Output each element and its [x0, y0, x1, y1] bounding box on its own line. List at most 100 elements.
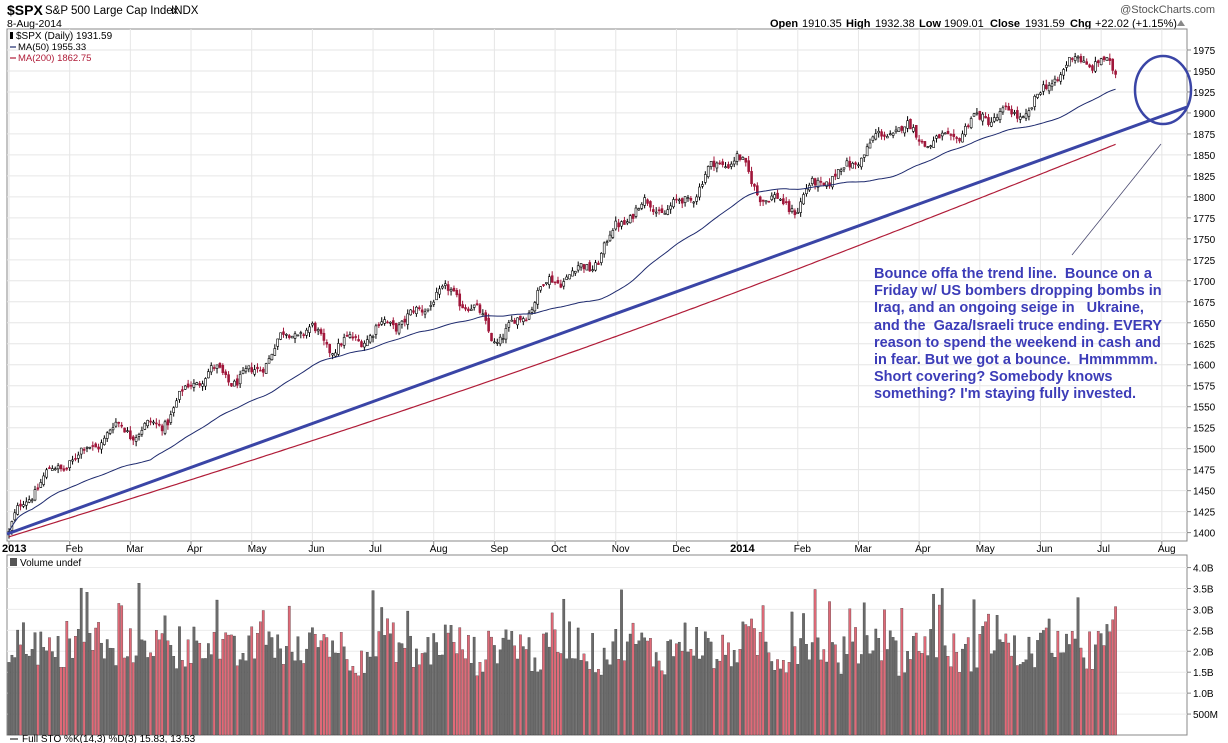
volume-bar	[819, 659, 823, 736]
volume-bar	[192, 626, 196, 736]
volume-bar	[984, 621, 987, 736]
volume-bar	[602, 647, 606, 736]
ohlc-readout: Open 1910.35 High 1932.38 Low 1909.01 Cl…	[770, 18, 1185, 30]
volume-bar	[810, 642, 814, 736]
candle-body	[253, 369, 256, 375]
scroll-up-icon[interactable]	[1177, 20, 1185, 26]
volume-bar	[131, 662, 135, 736]
volume-bar	[909, 659, 912, 736]
volume-bar	[747, 626, 751, 736]
volume-bar	[365, 652, 369, 736]
month-tick-label: 2013	[2, 543, 26, 555]
candle-body	[611, 230, 615, 238]
candle-body	[975, 112, 979, 115]
volume-bar	[519, 634, 522, 736]
candle-body	[77, 454, 80, 459]
candle-body	[27, 499, 31, 503]
candle-body	[140, 430, 144, 435]
candle-body	[533, 302, 537, 312]
price-tick-label: 1675	[1193, 298, 1216, 309]
volume-bar	[247, 635, 251, 736]
volume-bar	[391, 622, 395, 736]
volume-bar	[550, 612, 554, 736]
candle-body	[579, 263, 583, 268]
month-tick-label: Jun	[1036, 544, 1052, 555]
volume-bar	[455, 653, 459, 736]
candle-body	[727, 164, 730, 169]
candle-body	[137, 434, 141, 437]
volume-bar	[337, 652, 340, 736]
candle-body	[542, 284, 545, 286]
volume-bar	[1114, 606, 1117, 736]
candle-body	[987, 117, 990, 126]
candle-body	[906, 120, 909, 129]
volume-bar	[394, 662, 398, 736]
volume-bar	[464, 658, 467, 736]
candle-body	[1091, 65, 1094, 71]
candle-body	[851, 163, 854, 169]
candle-body	[1044, 84, 1048, 89]
volume-bar	[36, 664, 40, 736]
volume-bar	[669, 639, 672, 736]
candle-body	[178, 390, 181, 400]
volume-bar	[126, 656, 129, 736]
candle-body	[1062, 69, 1065, 76]
volume-bar	[689, 648, 693, 736]
candle-body	[195, 382, 199, 385]
volume-bar	[82, 641, 86, 736]
candle-body	[932, 140, 935, 148]
volume-bar	[735, 662, 739, 736]
volume-bar	[516, 658, 519, 736]
volume-bar	[926, 655, 930, 736]
price-y-axis: 1400 1425 1450 1475 1500 1525 1550 1575 1600 1625…	[1187, 46, 1216, 540]
candle-body	[822, 182, 826, 186]
volume-bar	[1001, 642, 1005, 736]
volume-bar	[435, 642, 438, 736]
candle-body	[527, 312, 531, 320]
volume-bar	[703, 631, 707, 736]
price-tick-label: 1925	[1193, 88, 1216, 99]
price-tick-label: 1500	[1193, 445, 1216, 456]
candle-body	[160, 425, 164, 432]
price-tick-label: 1575	[1193, 382, 1216, 393]
candle-body	[900, 126, 904, 131]
volume-bar	[1042, 630, 1045, 736]
volume-bar	[1004, 633, 1008, 736]
month-tick-label: Oct	[551, 544, 567, 555]
candle-body	[198, 383, 201, 386]
candle-body	[235, 378, 239, 386]
volume-bar	[923, 636, 927, 736]
candle-body	[400, 320, 404, 325]
volume-bar	[955, 652, 959, 736]
candle-body	[192, 383, 196, 388]
volume-bar	[24, 653, 28, 736]
candle-body	[516, 317, 519, 326]
volume-tick-label: 2.5B	[1193, 626, 1214, 637]
volume-bar	[253, 658, 256, 736]
candle-body	[163, 421, 167, 434]
price-tick-label: 1400	[1193, 529, 1216, 540]
volume-bar	[776, 659, 779, 736]
candle-body	[894, 129, 898, 133]
volume-bar	[972, 599, 976, 736]
candle-body	[308, 326, 311, 333]
month-tick-label: May	[976, 544, 995, 555]
candle-body	[903, 126, 906, 134]
volume-bar	[917, 651, 921, 736]
candle-body	[782, 198, 785, 205]
ohlc-low-label: Low	[919, 18, 941, 30]
volume-bar	[1079, 647, 1083, 736]
volume-bar	[412, 667, 415, 736]
candle-body	[686, 197, 690, 199]
volume-bar	[501, 637, 505, 736]
candle-body	[273, 348, 277, 356]
ma200-line	[8, 143, 1116, 538]
volume-bar	[576, 627, 580, 736]
candle-body	[1027, 110, 1031, 117]
candle-body	[429, 305, 433, 307]
candle-body	[1099, 58, 1103, 66]
chart-date: 8-Aug-2014	[7, 18, 62, 30]
volume-bar	[883, 609, 886, 736]
candle-body	[71, 459, 74, 462]
volume-bar	[48, 637, 51, 736]
